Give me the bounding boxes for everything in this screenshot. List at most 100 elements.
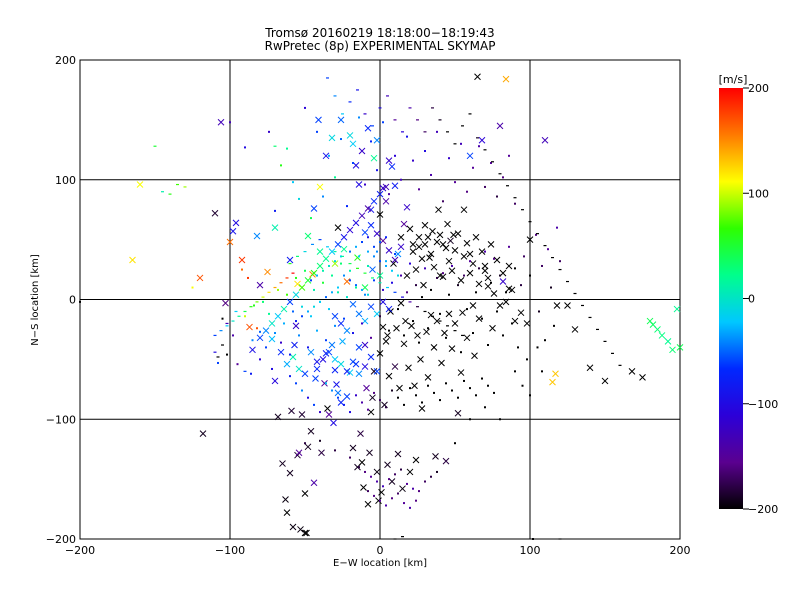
data-point-cross xyxy=(472,233,480,241)
data-point-dot xyxy=(289,353,291,356)
data-point-cross xyxy=(315,116,322,124)
data-point-dot xyxy=(271,367,273,370)
data-point-cross xyxy=(373,136,381,144)
data-point-cross xyxy=(246,323,253,331)
data-point-dot xyxy=(331,274,333,277)
data-point-dot xyxy=(367,293,369,296)
data-point-cross xyxy=(481,262,489,270)
data-point-cross xyxy=(330,419,337,427)
data-point-dot xyxy=(436,276,438,279)
data-point-cross xyxy=(471,352,478,360)
data-point-dot xyxy=(397,396,399,399)
data-point-dot xyxy=(433,346,435,349)
data-point-cross xyxy=(366,449,373,457)
data-point-cross xyxy=(324,405,331,412)
data-point-cross xyxy=(408,322,415,330)
data-point-dot xyxy=(358,466,360,469)
data-point-cross xyxy=(463,239,471,247)
data-point-cross xyxy=(321,379,328,387)
data-point-cross xyxy=(274,312,282,320)
data-point-dot xyxy=(334,449,336,452)
data-point-dot xyxy=(373,245,375,248)
data-point-dot xyxy=(385,236,387,239)
data-point-dot xyxy=(535,233,537,236)
data-point-cross xyxy=(460,253,468,260)
data-point-dot xyxy=(346,205,348,208)
data-point-dot xyxy=(547,248,549,251)
data-point-cross xyxy=(333,381,340,388)
data-point-dot xyxy=(397,274,399,277)
data-point-cross xyxy=(361,363,369,370)
data-point-dot xyxy=(316,274,318,277)
data-point-cross xyxy=(394,250,402,258)
data-point-cross xyxy=(136,181,144,188)
data-point-cross xyxy=(420,281,427,289)
data-point-dot xyxy=(490,281,492,284)
data-point-cross xyxy=(319,356,327,363)
data-point-cross xyxy=(438,359,445,367)
data-point-dot xyxy=(505,291,507,294)
data-point-cross xyxy=(415,243,423,251)
colorbar-tick-label: −200 xyxy=(748,503,778,516)
data-point-dot xyxy=(454,442,456,445)
data-point-cross xyxy=(385,305,393,313)
data-point-dot xyxy=(331,389,333,392)
y-axis-label: N−S location [km] xyxy=(30,254,41,346)
data-point-dot xyxy=(328,264,330,267)
data-point-dot xyxy=(481,377,483,380)
data-point-dot xyxy=(373,391,375,394)
data-point-cross xyxy=(298,411,306,418)
data-point-cross xyxy=(654,326,661,333)
data-point-dot xyxy=(499,418,501,421)
data-point-cross xyxy=(429,227,436,235)
data-point-dot xyxy=(319,411,321,414)
colorbar-tick-label: 0 xyxy=(748,293,755,306)
data-point-dot xyxy=(373,279,375,282)
data-point-dot xyxy=(232,334,234,337)
data-point-cross xyxy=(433,317,441,325)
data-point-dot xyxy=(304,442,306,445)
data-point-cross xyxy=(490,290,498,297)
data-point-dot xyxy=(514,370,516,373)
data-point-dot xyxy=(424,480,426,483)
data-point-dot xyxy=(445,336,447,339)
data-point-dot xyxy=(409,262,411,265)
data-point-cross xyxy=(297,526,304,533)
y-tick-label: 0 xyxy=(69,294,76,307)
data-point-cross xyxy=(384,461,391,469)
data-point-cross xyxy=(304,232,312,240)
data-point-cross xyxy=(409,248,417,255)
data-point-dot xyxy=(553,324,555,327)
data-point-cross xyxy=(411,382,418,390)
data-point-dot xyxy=(280,341,282,344)
data-point-cross xyxy=(339,338,346,345)
data-point-dot xyxy=(400,274,402,277)
data-point-dot xyxy=(325,339,327,342)
data-point-dot xyxy=(251,339,254,342)
data-point-dot xyxy=(421,401,423,404)
data-point-dot xyxy=(337,286,339,289)
data-point-cross xyxy=(502,75,510,83)
data-point-cross xyxy=(328,134,336,142)
data-point-dot xyxy=(268,312,270,315)
data-point-dot xyxy=(415,499,417,502)
data-point-dot xyxy=(517,346,519,349)
data-point-cross xyxy=(361,341,369,349)
data-point-dot xyxy=(388,193,390,196)
data-point-cross xyxy=(505,262,513,270)
data-point-dot xyxy=(292,310,294,313)
data-point-cross xyxy=(301,370,309,378)
data-point-cross xyxy=(406,225,414,233)
data-point-dot xyxy=(334,260,336,263)
data-point-cross xyxy=(375,497,382,505)
data-point-cross xyxy=(385,372,393,380)
data-point-cross xyxy=(334,224,342,232)
data-point-cross xyxy=(391,363,399,370)
data-point-cross xyxy=(331,260,339,267)
data-point-cross xyxy=(475,315,483,323)
data-point-cross xyxy=(496,122,504,130)
data-point-dot xyxy=(298,334,300,337)
data-point-cross xyxy=(382,183,390,191)
data-point-cross xyxy=(340,245,348,253)
